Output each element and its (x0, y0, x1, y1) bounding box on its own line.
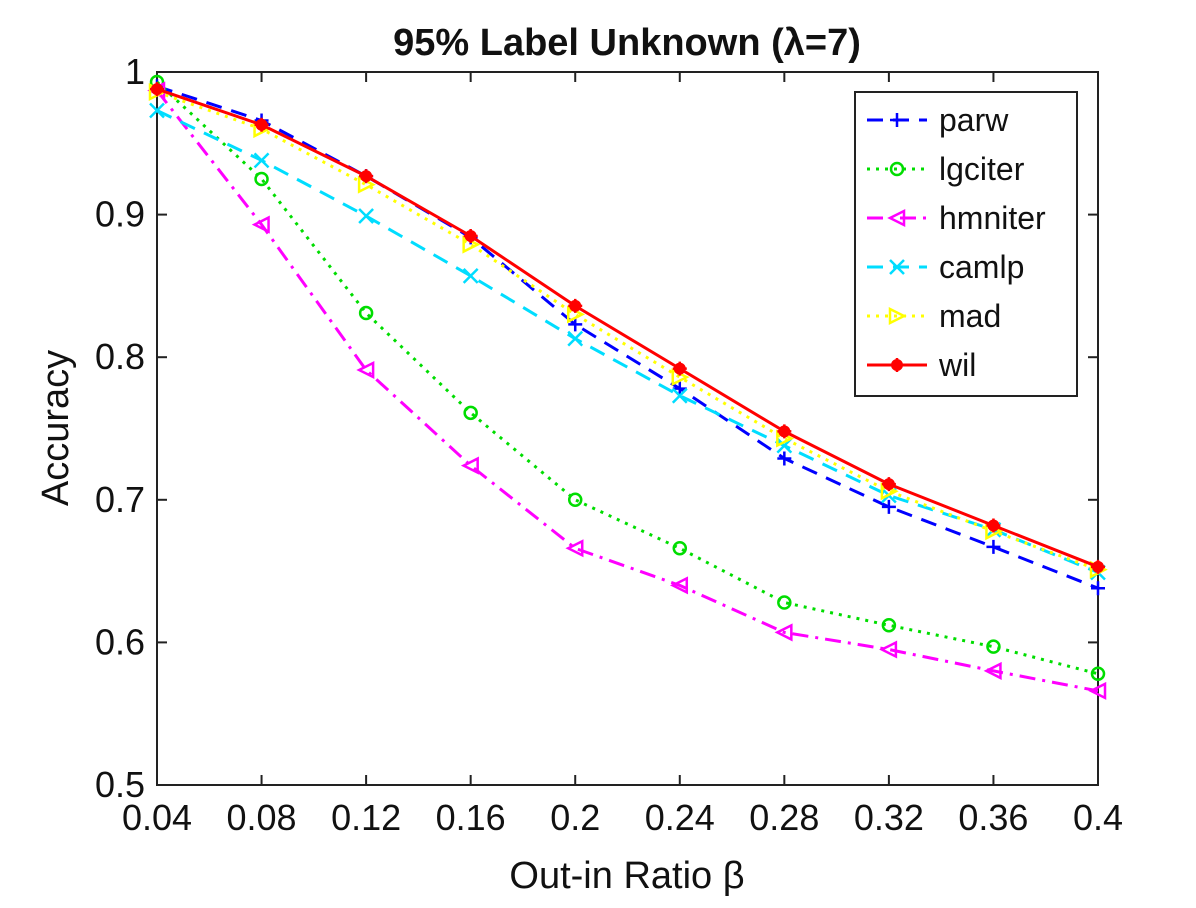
legend-label-parw: parw (939, 102, 1009, 138)
x-tick-label: 0.04 (122, 797, 192, 838)
legend-marker-mad (888, 306, 907, 326)
data-point-lgciter (463, 405, 478, 421)
data-point-camlp (253, 152, 270, 169)
legend-entry-wil: wil (867, 347, 976, 383)
series-lgciter (149, 74, 1106, 682)
y-tick-label: 0.6 (95, 621, 145, 662)
legend-marker-wil-arms (890, 358, 904, 372)
legend-entry-camlp: camlp (867, 249, 1024, 285)
data-point-hmniter (1088, 681, 1107, 700)
legend-label-mad: mad (939, 298, 1001, 334)
x-tick-label: 0.28 (749, 797, 819, 838)
legend-entry-lgciter: lgciter (867, 151, 1025, 187)
x-axis-label: Out-in Ratio β (509, 855, 744, 897)
data-point-hmniter (669, 576, 689, 595)
data-point-wil-arms (1091, 559, 1105, 574)
series-line-wil (156, 87, 1099, 569)
data-point-hmniter (983, 661, 1002, 680)
data-point-parw (1091, 581, 1105, 596)
series-line-parw (156, 84, 1099, 590)
data-point-lgciter (881, 618, 897, 633)
x-tick-label: 0.32 (854, 797, 924, 838)
legend-label-lgciter: lgciter (939, 151, 1025, 187)
data-point-parw (568, 317, 583, 332)
data-point-wil-arms (359, 169, 374, 184)
data-point-parw (672, 381, 687, 396)
x-tick-label: 0.2 (550, 797, 600, 838)
legend-marker-parw (890, 113, 904, 127)
data-point-wil-arms (986, 518, 1001, 533)
legend-label-camlp: camlp (939, 249, 1024, 285)
x-tick-label: 0.08 (227, 797, 297, 838)
data-point-lgciter (986, 639, 1001, 654)
legend-entry-parw: parw (867, 102, 1009, 138)
legend-entry-mad: mad (867, 298, 1001, 334)
legend-entry-hmniter: hmniter (867, 200, 1046, 236)
data-point-camlp (567, 330, 584, 347)
data-point-wil-arms (463, 228, 478, 243)
data-point-wil-arms (777, 424, 792, 439)
data-point-camlp (149, 102, 165, 119)
y-tick-label: 0.8 (95, 336, 145, 377)
legend-marker-camlp (889, 259, 905, 275)
data-point-lgciter (358, 305, 374, 321)
y-tick-label: 0.5 (95, 764, 145, 805)
series-line-mad (156, 90, 1099, 572)
data-point-lgciter (777, 595, 792, 610)
data-point-hmniter (565, 539, 584, 558)
series-line-lgciter (155, 80, 1099, 676)
x-tick-label: 0.12 (331, 797, 401, 838)
chart-title: 95% Label Unknown (λ=7) (393, 22, 861, 64)
legend-box (854, 91, 1078, 397)
data-point-wil-arms (150, 82, 164, 97)
data-point-camlp (462, 268, 479, 284)
series-wil (150, 82, 1105, 574)
data-point-wil-arms (881, 477, 896, 492)
y-tick-label: 0.9 (95, 194, 145, 235)
legend-marker-lgciter (889, 161, 905, 177)
data-point-parw (986, 539, 1001, 554)
legend-label-wil: wil (938, 347, 976, 383)
data-point-lgciter (567, 492, 583, 508)
legend: parw lgciter hmniter camlp mad wil (854, 91, 1078, 397)
x-tick-label: 0.16 (436, 797, 506, 838)
data-point-hmniter (460, 456, 479, 475)
data-point-parw (777, 451, 792, 466)
legend-marker-hmniter (887, 208, 906, 228)
data-point-wil-arms (568, 298, 583, 313)
y-tick-label: 1 (125, 51, 145, 92)
y-axis-label: Accuracy (35, 350, 77, 506)
data-point-hmniter (356, 361, 375, 380)
data-point-wil-arms (672, 361, 687, 376)
legend-label-hmniter: hmniter (939, 200, 1046, 236)
data-point-hmniter (879, 640, 898, 659)
data-point-hmniter (774, 623, 793, 642)
x-tick-label: 0.36 (958, 797, 1028, 838)
data-point-lgciter (672, 541, 688, 556)
data-point-lgciter (1090, 666, 1106, 682)
data-point-parw (881, 499, 896, 514)
data-point-camlp (671, 387, 688, 404)
data-point-hmniter (251, 215, 270, 234)
y-tick-label: 0.7 (95, 479, 145, 520)
data-point-wil-arms (254, 117, 269, 132)
data-point-lgciter (254, 171, 269, 187)
x-tick-label: 0.24 (645, 797, 715, 838)
x-tick-label: 0.4 (1073, 797, 1123, 838)
data-point-camlp (358, 208, 374, 224)
